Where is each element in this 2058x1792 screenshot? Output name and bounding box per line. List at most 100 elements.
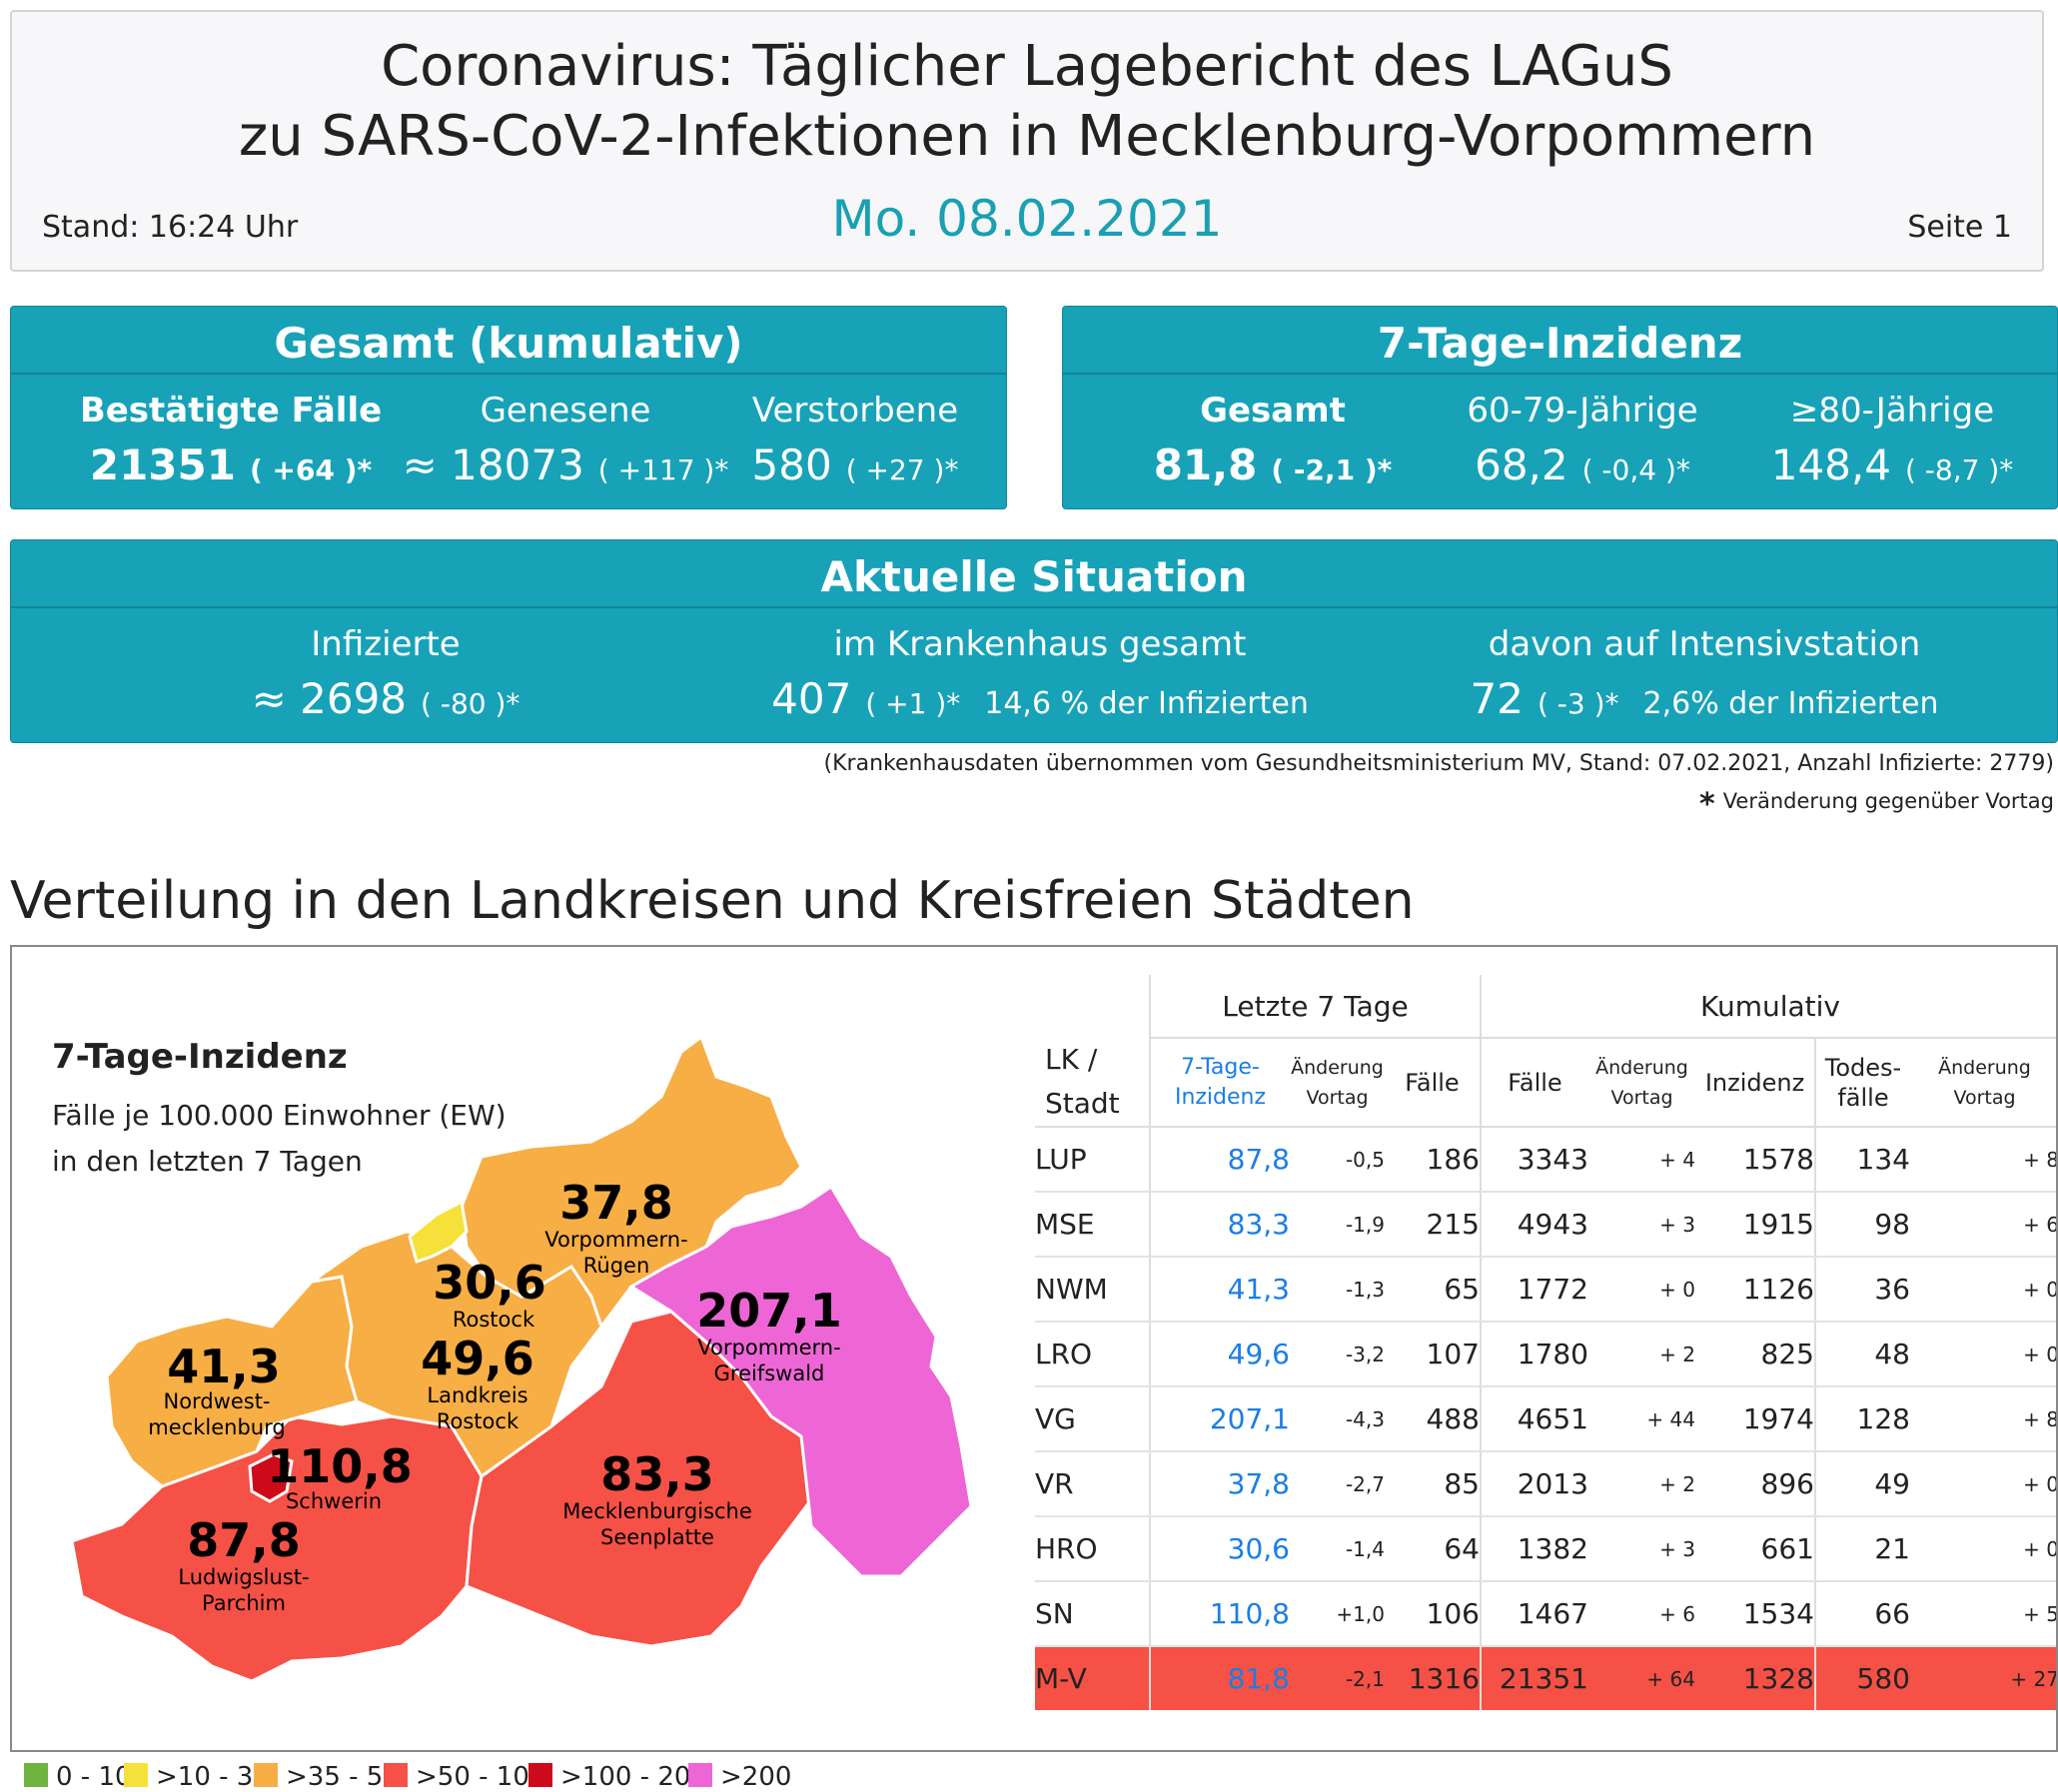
stat-value: 68,2 — [1475, 441, 1568, 489]
cell-f-chg: + 0 — [1588, 1257, 1695, 1323]
stat-value: ≈ 18073 — [402, 441, 584, 489]
panel-divider — [11, 606, 2057, 608]
cell-tod-chg: + 0 — [1910, 1451, 2056, 1517]
cell-inz: 49,6 — [1149, 1322, 1290, 1387]
cell-f7: 85 — [1385, 1451, 1481, 1517]
region-nwm-value: 41,3 — [167, 1340, 281, 1393]
stat-label: im Krankenhaus gesamt — [833, 624, 1247, 664]
report-header: Coronavirus: Täglicher Lagebericht des L… — [10, 10, 2044, 272]
region-hro-name-1: Rostock — [453, 1308, 535, 1332]
cell-inz-chg: -3,2 — [1290, 1322, 1385, 1387]
cell-f7: 64 — [1385, 1516, 1481, 1582]
cell-lk: LUP — [1035, 1127, 1150, 1193]
legend-item: >200 — [688, 1762, 791, 1792]
stand-time: Stand: 16:24 Uhr — [42, 210, 299, 245]
col-aend-line1: Änderung — [1291, 1056, 1384, 1079]
table-row-total: M-V 81,8 -2,1 1316 21351 + 64 1328 580 + 27 — [1035, 1646, 2056, 1710]
region-vg[interactable] — [628, 1184, 973, 1578]
col-aend-line2: Vortag — [1953, 1086, 2016, 1109]
stat-label: Bestätigte Fälle — [79, 391, 383, 431]
region-vg-value: 207,1 — [696, 1284, 842, 1338]
stat-label: 60-79-Jährige — [1467, 391, 1698, 431]
table-row: LUP 87,8 -0,5 186 3343 + 4 1578 134 + 8 — [1035, 1127, 2056, 1193]
stat-value-row: ≈ 2698 ( -80 )* — [191, 674, 580, 723]
stat-krankenhaus: im Krankenhaus gesamt 407 ( +1 )* 14,6 % d… — [770, 624, 1310, 723]
cell-tod-chg: + 0 — [1910, 1322, 2056, 1387]
cell-lk: MSE — [1035, 1192, 1150, 1258]
change-note: * Veränderung gegenüber Vortag — [1699, 787, 2054, 822]
cell-inz-chg: -0,5 — [1290, 1127, 1385, 1193]
stat-change: ( +117 )* — [597, 453, 729, 486]
stat-value: 407 — [771, 674, 852, 723]
legend-label: >35 - 50 — [286, 1762, 400, 1792]
stat-value: 148,4 — [1770, 441, 1891, 489]
cell-cinz: 825 — [1695, 1322, 1815, 1387]
map-title: 7-Tage-Inzidenz — [52, 1037, 348, 1077]
region-map: 37,8 Vorpommern- Rügen 30,6 Rostock 49,6… — [70, 1034, 973, 1683]
region-mse-name-1: Mecklenburgische — [562, 1499, 752, 1523]
cell-f: 1382 — [1480, 1516, 1588, 1582]
district-table: Letzte 7 Tage Kumulativ LK / Stadt 7-Tage… — [1035, 975, 2056, 1710]
stat-change: ( -2,1 )* — [1271, 453, 1393, 486]
cell-f: 3343 — [1480, 1127, 1588, 1193]
table-row: LRO 49,6 -3,2 107 1780 + 2 825 48 + 0 — [1035, 1322, 2056, 1387]
cell-cinz: 1974 — [1695, 1386, 1815, 1452]
stat-genesene: Genesene ≈ 18073 ( +117 )* — [396, 391, 735, 489]
cell-tod-chg: + 8 — [1910, 1127, 2056, 1193]
distribution-box: 37,8 Vorpommern- Rügen 30,6 Rostock 49,6… — [10, 945, 2058, 1752]
cell-tod: 21 — [1814, 1516, 1910, 1582]
col-faelle-aenderung: Änderung Vortag — [1588, 1038, 1695, 1128]
legend-item: >50 - 100 — [384, 1762, 545, 1792]
stat-change: ( -8,7 )* — [1904, 453, 2014, 486]
legend-label: >100 - 200 — [560, 1762, 707, 1792]
col-inz-line2: Inzidenz — [1174, 1084, 1267, 1110]
col-lk: LK / Stadt — [1035, 1038, 1150, 1128]
region-lro-name-1: Landkreis — [427, 1383, 527, 1407]
cell-inz: 81,8 — [1149, 1646, 1290, 1710]
cell-tod: 98 — [1814, 1192, 1910, 1258]
legend-item: 0 - 10 — [24, 1762, 132, 1792]
region-vr[interactable] — [460, 1034, 803, 1331]
asterisk-icon: * — [1698, 787, 1715, 822]
table-corner — [1035, 975, 1150, 1038]
cell-lk: M-V — [1035, 1646, 1150, 1710]
stat-value-row: 148,4 ( -8,7 )* — [1737, 441, 2047, 489]
cell-f: 4943 — [1480, 1192, 1588, 1258]
cell-lk: SN — [1035, 1581, 1150, 1647]
region-hro[interactable] — [408, 1199, 469, 1264]
cell-f-chg: + 64 — [1588, 1646, 1695, 1710]
stat-change: ( +27 )* — [845, 453, 959, 486]
report-date: Mo. 08.02.2021 — [831, 190, 1223, 248]
page-number: Seite 1 — [1907, 210, 2012, 245]
stat-value-row: 407 ( +1 )* 14,6 % der Infizierten — [770, 674, 1310, 723]
stat-label: davon auf Intensivstation — [1488, 624, 1921, 664]
stat-value-row: 68,2 ( -0,4 )* — [1433, 441, 1732, 489]
col-faelle: Fälle — [1480, 1038, 1588, 1128]
cell-inz-chg: -1,4 — [1290, 1516, 1385, 1582]
stat-percent: 2,6% der Infizierten — [1642, 686, 1939, 721]
region-sn[interactable] — [248, 1452, 294, 1503]
title-line-1: Coronavirus: Täglicher Lagebericht des L… — [381, 34, 1673, 99]
panel-inzidenz: 7-Tage-Inzidenz Gesamt 81,8 ( -2,1 )* 60-… — [1062, 306, 2058, 509]
cell-lk: VG — [1035, 1386, 1150, 1452]
stat-value: 72 — [1470, 674, 1524, 723]
cell-f7: 1316 — [1385, 1646, 1481, 1710]
cell-cinz: 1534 — [1695, 1581, 1815, 1647]
cell-f: 1780 — [1480, 1322, 1588, 1387]
panel-gesamt-title: Gesamt (kumulativ) — [274, 319, 743, 368]
cell-f: 2013 — [1480, 1451, 1588, 1517]
stat-inz-80: ≥80-Jährige 148,4 ( -8,7 )* — [1737, 391, 2047, 489]
region-lro-value: 49,6 — [421, 1332, 534, 1385]
panel-divider — [1063, 373, 2057, 375]
cell-tod-chg: + 0 — [1910, 1257, 2056, 1323]
region-lup-value: 87,8 — [187, 1513, 301, 1567]
panel-aktuell: Aktuelle Situation Infizierte ≈ 2698 ( -8… — [10, 539, 2058, 743]
stat-label: Gesamt — [1200, 391, 1346, 431]
cell-lk: NWM — [1035, 1257, 1150, 1323]
cell-f7: 186 — [1385, 1127, 1481, 1193]
map-labels: 37,8 Vorpommern- Rügen 30,6 Rostock 49,6… — [148, 1176, 841, 1615]
table-row: SN 110,8 +1,0 106 1467 + 6 1534 66 + 5 — [1035, 1581, 2056, 1647]
legend-swatch — [688, 1763, 712, 1787]
cell-inz: 207,1 — [1149, 1386, 1290, 1452]
map-legend: 0 - 10 >10 - 35 >35 - 50 >50 - 100 >100 - 20… — [24, 1758, 1123, 1792]
